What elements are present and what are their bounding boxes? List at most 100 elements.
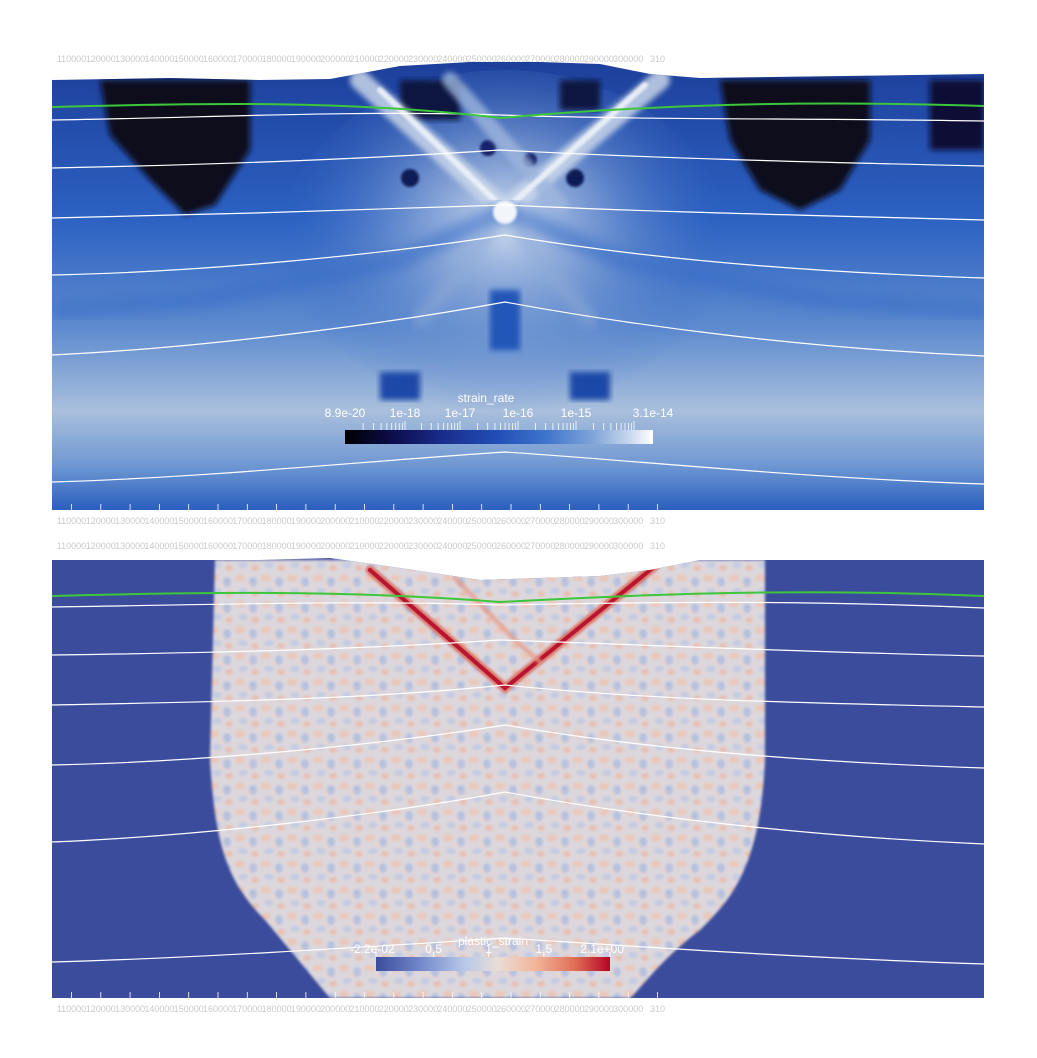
- x-tick-label: 240000: [437, 54, 467, 64]
- x-tick-label: 200000: [320, 516, 350, 526]
- x-tick-label: 240000: [437, 1004, 467, 1014]
- x-tick-label: 120000: [86, 54, 116, 64]
- x-tick-label: 310: [650, 1004, 665, 1014]
- x-tick-label: 110000: [57, 54, 86, 64]
- x-tick-label: 300000: [613, 54, 643, 64]
- x-tick-label: 150000: [174, 1004, 204, 1014]
- x-tick-label: 220000: [379, 1004, 409, 1014]
- x-tick-label: 130000: [115, 1004, 145, 1014]
- colorbar-tick-label: 1: [485, 942, 492, 956]
- x-tick-label: 130000: [115, 54, 145, 64]
- strain-rate-field: [52, 62, 984, 510]
- x-tick-label: 210000: [349, 1004, 379, 1014]
- x-tick-label: 150000: [174, 516, 204, 526]
- x-tick-label: 260000: [496, 516, 526, 526]
- x-tick-label: 310: [650, 541, 665, 551]
- x-tick-label: 280000: [555, 1004, 585, 1014]
- dark-region-right: [720, 80, 870, 210]
- plastic-strain-colorbar-title: plastic_strain: [458, 934, 528, 948]
- topography-line: [52, 591, 984, 604]
- x-tick-label: 250000: [467, 1004, 497, 1014]
- x-tick-label: 290000: [584, 541, 614, 551]
- x-tick-label: 170000: [232, 1004, 262, 1014]
- x-tick-label: 250000: [467, 54, 497, 64]
- colorbar-tick-label: 8.9e-20: [325, 406, 366, 420]
- x-tick-label: 300000: [613, 541, 643, 551]
- x-tick-label: 180000: [262, 54, 292, 64]
- x-tick-label: 120000: [86, 1004, 116, 1014]
- x-tick-label: 200000: [320, 54, 350, 64]
- x-tick-label: 170000: [232, 54, 262, 64]
- x-tick-label: 310: [650, 516, 665, 526]
- x-tick-label: 290000: [584, 54, 614, 64]
- material-interfaces: [52, 601, 984, 965]
- colorbar-tick-label: 1e-16: [503, 406, 534, 420]
- x-tick-label: 170000: [232, 516, 262, 526]
- colorbar-tick-label: 1e-17: [445, 406, 476, 420]
- x-tick-label: 270000: [525, 1004, 555, 1014]
- x-tick-label: 260000: [496, 1004, 526, 1014]
- x-tick-label: 270000: [525, 541, 555, 551]
- x-tick-label: 210000: [349, 516, 379, 526]
- x-tick-label: 110000: [57, 516, 86, 526]
- x-tick-label: 250000: [467, 516, 497, 526]
- x-tick-label: 290000: [584, 516, 614, 526]
- x-tick-label: 180000: [262, 516, 292, 526]
- x-tick-label: 270000: [525, 516, 555, 526]
- plastic-strain-field: [52, 558, 984, 998]
- x-tick-label: 270000: [525, 54, 555, 64]
- colorbar-tick-label: 1.5: [535, 942, 552, 956]
- x-tick-label: 250000: [467, 541, 497, 551]
- strain-rate-colorbar: strain_rate 8.9e-20 1e-18 1e-17 1e-16 1e-15 3…: [325, 391, 674, 444]
- dark-region-left: [100, 80, 250, 215]
- x-tick-label: 230000: [408, 54, 438, 64]
- x-tick-label: 300000: [613, 1004, 643, 1014]
- x-tick-label: 210000: [349, 54, 379, 64]
- x-tick-label: 170000: [232, 541, 262, 551]
- x-axis-bottom-ticks: 110000 120000 130000 140000 150000 160000 1700…: [57, 504, 665, 526]
- x-tick-label: 280000: [555, 541, 585, 551]
- colorbar-tick-label: -2.2e-02: [350, 942, 395, 956]
- x-tick-label: 220000: [379, 541, 409, 551]
- x-tick-label: 190000: [291, 516, 321, 526]
- x-tick-label: 140000: [144, 54, 174, 64]
- x-tick-label: 210000: [349, 541, 379, 551]
- plastic-strain-panel: 110000 120000 130000 140000 150000 160000 1700…: [52, 541, 984, 1014]
- strain-rate-panel: 110000 120000 130000 140000 150000 160000 1700…: [52, 54, 984, 526]
- x-tick-label: 200000: [320, 541, 350, 551]
- x-tick-label: 230000: [408, 541, 438, 551]
- x-axis-top-ticks: 110000 120000 130000 140000 150000 160000 1700…: [57, 54, 665, 80]
- x-tick-label: 200000: [320, 1004, 350, 1014]
- x-tick-label: 230000: [408, 516, 438, 526]
- x-tick-label: 140000: [144, 541, 174, 551]
- colorbar-tick-label: 0.5: [425, 942, 442, 956]
- x-tick-label: 110000: [57, 1004, 86, 1014]
- x-tick-label: 240000: [437, 541, 467, 551]
- strain-rate-colorbar-title: strain_rate: [458, 391, 515, 405]
- x-tick-label: 130000: [115, 516, 145, 526]
- material-interfaces: [52, 112, 984, 485]
- x-tick-label: 310: [650, 54, 665, 64]
- x-tick-label: 280000: [555, 516, 585, 526]
- x-tick-label: 260000: [496, 541, 526, 551]
- x-tick-label: 140000: [144, 1004, 174, 1014]
- x-tick-label: 230000: [408, 1004, 438, 1014]
- plastic-strain-colorbar-ramp: [376, 957, 610, 971]
- colorbar-tick-label: 1e-15: [561, 406, 592, 420]
- x-axis-top-ticks: 110000 120000 130000 140000 150000 160000 1700…: [57, 541, 665, 566]
- x-tick-label: 280000: [555, 54, 585, 64]
- strain-rate-colorbar-ramp: [345, 430, 653, 444]
- x-tick-label: 140000: [144, 516, 174, 526]
- x-axis-bottom-ticks: 110000 120000 130000 140000 150000 160000 1700…: [57, 992, 665, 1014]
- x-tick-label: 180000: [262, 541, 292, 551]
- colorbar-tick-label: 3.1e-14: [633, 406, 674, 420]
- x-tick-label: 120000: [86, 516, 116, 526]
- deformed-zone: [210, 560, 765, 998]
- shear-bands: [52, 70, 984, 327]
- x-tick-label: 160000: [203, 54, 233, 64]
- x-tick-label: 240000: [437, 516, 467, 526]
- x-tick-label: 160000: [203, 1004, 233, 1014]
- x-tick-label: 150000: [174, 54, 204, 64]
- x-tick-label: 220000: [379, 516, 409, 526]
